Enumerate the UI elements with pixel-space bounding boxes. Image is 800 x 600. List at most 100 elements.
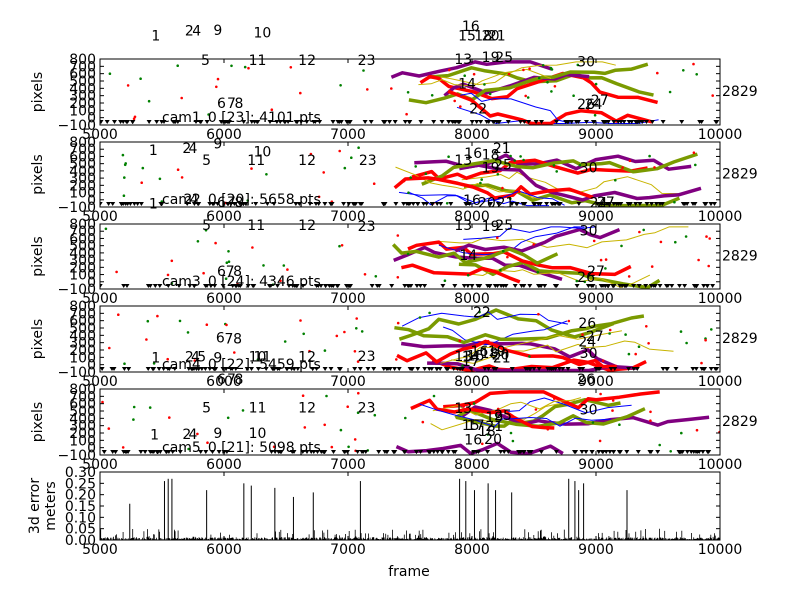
track-label: 26 (577, 372, 595, 388)
track-label: 14 (459, 248, 477, 264)
track-point (552, 164, 556, 167)
track-point (618, 423, 621, 427)
track-trace (408, 62, 649, 105)
track-point (122, 194, 126, 197)
track-point (406, 91, 410, 94)
frame-markers (100, 202, 717, 206)
track-label: 1 (151, 29, 160, 45)
track-point (421, 420, 425, 424)
x-tick-label: 9000 (578, 457, 614, 473)
x-tick-label: 6000 (206, 209, 242, 225)
y-tick-label: 100 (69, 103, 96, 119)
y-tick-label: 800 (69, 135, 96, 151)
y-tick-label: 700 (69, 306, 96, 322)
panel-frame (99, 388, 721, 456)
track-point (608, 332, 611, 335)
track-point (141, 166, 145, 170)
y-tick-label: 100 (69, 433, 96, 449)
track-point (301, 394, 305, 398)
track-point (176, 64, 179, 67)
track-point (309, 152, 313, 156)
right-label: 2829 (722, 84, 758, 100)
track-point (330, 445, 334, 449)
track-trace (414, 153, 692, 171)
y-tick-label: −100 (58, 200, 96, 216)
track-trace (447, 89, 653, 125)
track-point (152, 362, 156, 365)
y-tick-label: 0.00 (65, 533, 96, 549)
track-point (581, 333, 584, 336)
track-point (462, 405, 466, 408)
track-label: 8 (234, 372, 243, 388)
track-label: 24 (590, 196, 608, 212)
track-point (108, 346, 111, 350)
track-label: 17 (467, 418, 485, 434)
track-point (308, 349, 311, 353)
track-point (123, 163, 127, 167)
ylabel-line: meters (43, 481, 59, 530)
track-point (611, 399, 615, 402)
track-label: 4 (192, 24, 201, 40)
track-point (578, 163, 582, 167)
panel-annotation: cam5_0 [21]: 5098 pts (162, 440, 321, 456)
track-label: 26 (577, 270, 595, 286)
track-trace (393, 245, 563, 281)
track-point (405, 112, 408, 116)
track-point (575, 279, 579, 283)
track-point (272, 445, 276, 449)
track-point (166, 273, 170, 277)
track-point (390, 87, 393, 90)
track-point (549, 66, 553, 70)
track-label: 18 (480, 346, 498, 362)
track-label: 7 (227, 195, 236, 211)
x-tick-label: 8000 (454, 457, 490, 473)
track-point (447, 155, 450, 158)
track-point (658, 443, 661, 447)
track-point (502, 249, 505, 253)
y-tick-label: 300 (69, 171, 96, 187)
y-tick-label: 100 (69, 268, 96, 284)
track-point (101, 400, 104, 404)
track-point (499, 268, 502, 272)
track-point (620, 244, 623, 248)
track-label: 25 (494, 408, 512, 424)
track-trace (463, 226, 596, 240)
track-label: 23 (358, 219, 376, 235)
track-point (202, 271, 205, 275)
track-point (262, 264, 265, 267)
panel-6: 3d errormeters 0.000.050.100.150.200.250.… (27, 465, 742, 558)
track-point (443, 279, 447, 283)
track-trace (427, 361, 633, 372)
track-label: 9 (213, 137, 222, 153)
track-point (279, 279, 282, 283)
track-point (247, 66, 250, 70)
y-tick-label: 0 (87, 111, 96, 127)
track-point (132, 117, 136, 120)
panel-annotation: cam3_0 [24]: 4346 pts (162, 274, 321, 290)
x-tick-label: 10000 (698, 542, 743, 558)
track-label: 19 (485, 410, 503, 426)
track-point (599, 392, 602, 396)
x-tick-label: 5000 (82, 209, 118, 225)
y-tick-label: 0.20 (65, 488, 96, 504)
track-point (233, 351, 236, 354)
y-tick-label: −100 (58, 448, 96, 464)
y-tick-label: 400 (69, 246, 96, 262)
track-label: 26 (578, 316, 596, 332)
track-trace (396, 339, 617, 369)
track-point (339, 428, 343, 432)
track-label: 25 (495, 50, 513, 66)
track-point (604, 258, 608, 261)
track-point (532, 243, 535, 246)
track-point (584, 272, 588, 276)
track-point (495, 413, 498, 417)
track-point (472, 402, 476, 405)
track-label: 19 (488, 344, 506, 360)
frame-markers (100, 284, 716, 288)
y-tick-label: 200 (69, 178, 96, 194)
track-label: 7 (225, 331, 234, 347)
track-point (430, 94, 434, 97)
track-label: 18 (474, 29, 492, 45)
track-point (343, 166, 347, 170)
